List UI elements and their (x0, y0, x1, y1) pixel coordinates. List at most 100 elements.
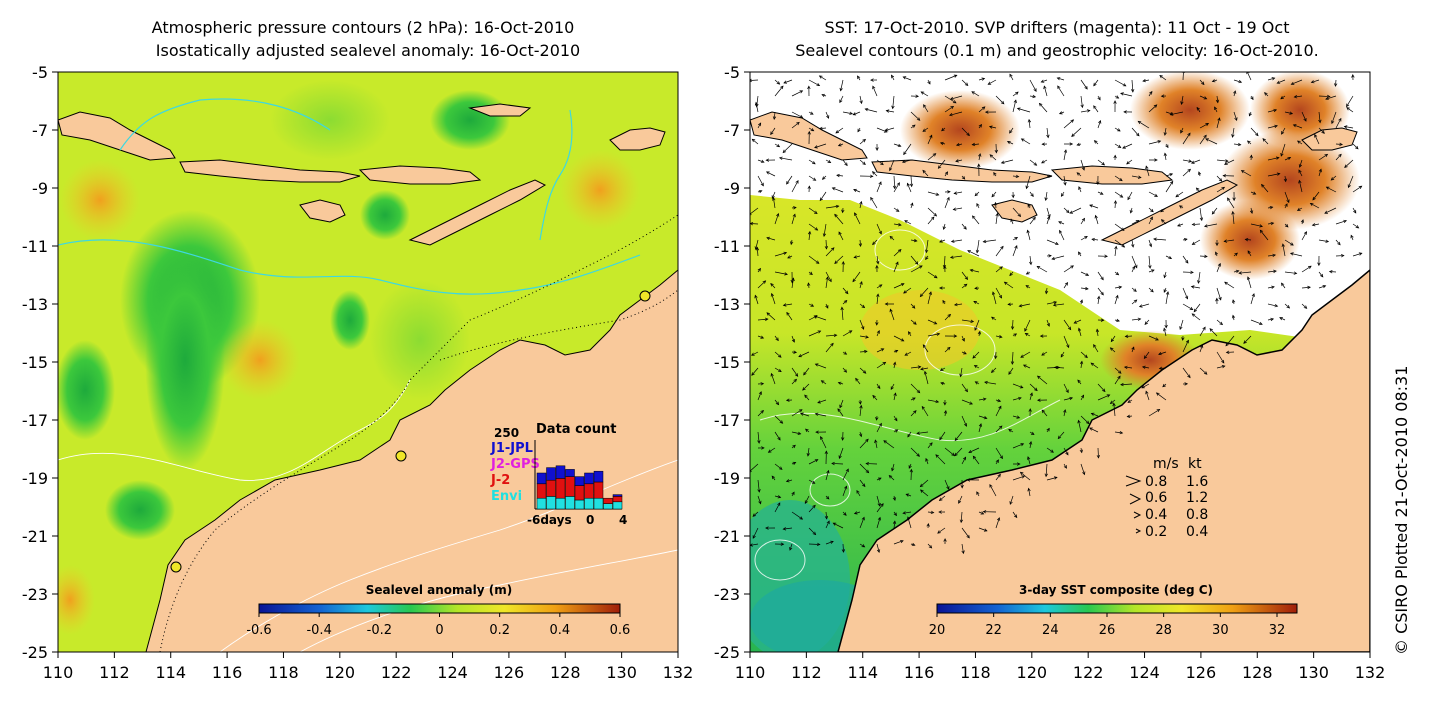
velocity-arrow (910, 303, 916, 309)
velocity-arrowhead (1150, 208, 1154, 213)
velocity-arrow (1199, 207, 1203, 221)
velocity-arrow (1012, 511, 1018, 518)
velocity-arrow (1284, 175, 1287, 182)
velocity-arrowhead (906, 182, 910, 187)
velocity-arrowhead (844, 290, 849, 295)
velocity-arrow (927, 216, 935, 225)
velocity-arrowhead (1355, 225, 1360, 229)
velocity-arrow (893, 362, 896, 369)
velocity-arrow (1114, 431, 1123, 434)
velocity-arrowhead (1248, 112, 1252, 117)
velocity-arrowhead (1293, 271, 1298, 275)
velocity-arrowhead (872, 85, 876, 90)
velocity-arrow (833, 522, 844, 529)
velocity-arrowhead (943, 538, 947, 542)
velocity-arrow (1078, 251, 1082, 257)
velocity-arrowhead (910, 202, 914, 207)
velocity-arrow (808, 159, 816, 165)
velocity-arrowhead (789, 547, 793, 551)
velocity-arrow (842, 159, 848, 166)
velocity-arrowhead (1246, 276, 1251, 280)
velocity-arrow (1318, 239, 1329, 242)
velocity-arrowhead (939, 436, 943, 441)
velocity-arrowhead (1325, 96, 1329, 101)
velocity-arrow (876, 495, 881, 507)
velocity-arrow (1080, 79, 1088, 90)
velocity-arrowhead (785, 479, 790, 483)
velocity-arrowhead (982, 397, 987, 401)
velocity-arrow (1012, 237, 1018, 241)
velocity-arrow (757, 431, 760, 444)
velocity-arrow (821, 380, 827, 385)
velocity-arrowhead (1113, 200, 1118, 204)
velocity-arrowhead (772, 116, 777, 120)
velocity-arrow (1267, 125, 1278, 129)
velocity-arrowhead (814, 459, 819, 463)
velocity-arrowhead (1093, 105, 1097, 109)
velocity-arrow (752, 138, 759, 145)
colorbar-tick-label: 0.4 (549, 623, 570, 638)
velocity-arrow (907, 183, 912, 193)
x-tick-label: 130 (606, 663, 637, 682)
velocity-arrowhead (1155, 337, 1159, 341)
velocity-arrowhead (792, 444, 796, 449)
velocity-arrowhead (1274, 124, 1278, 128)
inset-bar-segment (536, 497, 547, 510)
velocity-arrowhead (909, 183, 914, 188)
velocity-arrow (774, 271, 788, 275)
velocity-arrowhead (928, 291, 932, 295)
velocity-arrowhead (1115, 294, 1119, 299)
velocity-arrowhead (1046, 215, 1051, 220)
velocity-arrowhead (997, 398, 1002, 403)
velocity-arrow (791, 409, 803, 417)
velocity-arrowhead (1314, 133, 1318, 138)
velocity-arrow (859, 319, 864, 330)
velocity-arrow (1009, 127, 1014, 134)
velocity-arrowhead (856, 489, 860, 494)
velocity-arrowhead (1136, 132, 1140, 137)
velocity-arrowhead (1290, 81, 1295, 85)
flores-island (358, 165, 482, 185)
velocity-arrowhead (775, 337, 779, 342)
velocity-arrowhead (872, 394, 876, 399)
velocity-arrowhead (775, 401, 780, 406)
velocity-arrow (1063, 207, 1070, 213)
velocity-arrowhead (920, 367, 924, 371)
velocity-arrowhead (1109, 400, 1114, 404)
y-tick-label: -21 (22, 527, 48, 546)
velocity-arrow (791, 335, 795, 343)
velocity-arrow (842, 486, 847, 497)
velocity-arrow (1045, 287, 1048, 294)
y-tick-label: -9 (32, 179, 48, 198)
velocity-arrowhead (1286, 199, 1290, 204)
velocity-arrow (1046, 127, 1049, 138)
velocity-arrow (1089, 204, 1099, 209)
velocity-arrow (927, 333, 940, 337)
velocity-arrowhead (908, 465, 912, 469)
velocity-arrow (1127, 415, 1133, 417)
velocity-arrow (1046, 216, 1050, 225)
velocity-arrowhead (838, 455, 842, 459)
velocity-arrow (876, 503, 884, 513)
velocity-arrow (1060, 351, 1065, 358)
velocity-arrow (1214, 106, 1218, 113)
velocity-arrow (1233, 143, 1241, 146)
velocity-arrowhead (1050, 449, 1054, 453)
velocity-arrow (910, 447, 920, 457)
velocity-arrow (876, 284, 883, 289)
velocity-arrowhead (1051, 256, 1056, 261)
y-tick-label: -21 (714, 527, 740, 546)
velocity-arrow (910, 175, 913, 187)
velocity-arrowhead (998, 335, 1003, 339)
velocity-arrow (1094, 140, 1099, 145)
velocity-arrowhead (835, 204, 840, 209)
velocity-arrow (961, 527, 970, 539)
velocity-arrow (755, 102, 759, 113)
inset-legend-j1-jpl: J1-JPL (490, 441, 533, 456)
velocity-arrowhead (1013, 99, 1017, 104)
velocity-arrowhead (963, 283, 968, 288)
velocity-arrowhead (1133, 299, 1138, 303)
velocity-arrow (859, 159, 866, 165)
velocity-arrow (904, 220, 912, 225)
velocity-arrow (995, 246, 1004, 257)
